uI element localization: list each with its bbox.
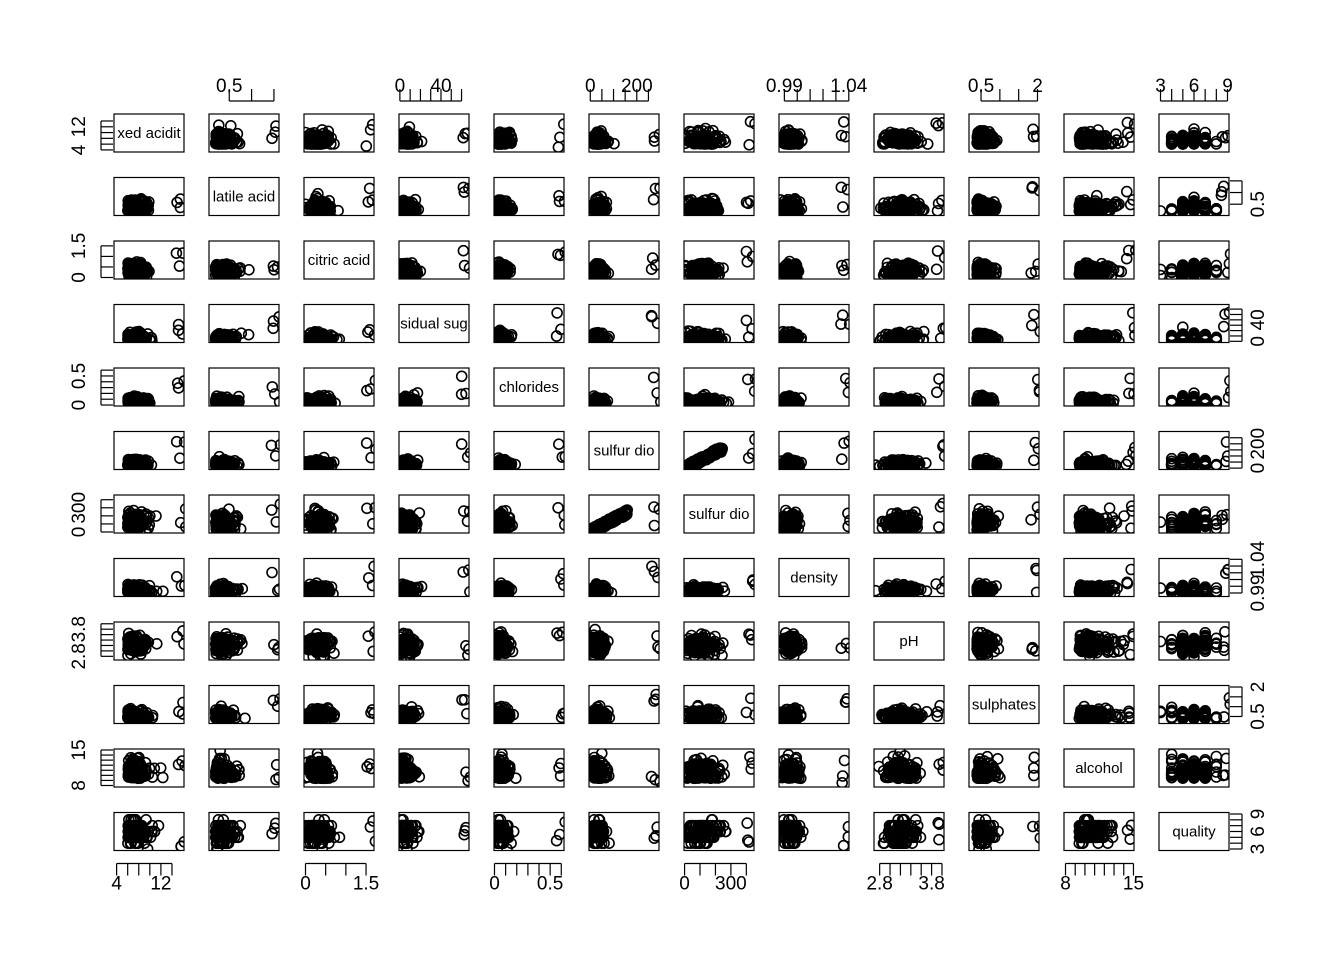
panel-0-0: xed acidit <box>114 114 184 152</box>
panel-1-7 <box>776 178 853 217</box>
panel-2-7 <box>777 241 852 283</box>
panel-1-9 <box>969 178 1045 217</box>
panel-0-9 <box>969 114 1042 152</box>
panel-0-3 <box>396 114 472 152</box>
panel-2-1 <box>209 241 283 283</box>
panel-0-1 <box>209 114 281 152</box>
panel-1-1: latile acid <box>209 178 279 216</box>
panel-2-8 <box>874 241 950 282</box>
panel-1-3 <box>396 178 474 217</box>
panel-0-7 <box>776 114 851 152</box>
panel-2-4 <box>492 241 570 283</box>
panel-2-3 <box>396 241 475 283</box>
panel-1-8 <box>874 178 947 217</box>
panel-1-11 <box>1156 178 1230 217</box>
panel-1-6 <box>681 178 756 217</box>
panel-0-8 <box>874 114 948 152</box>
panel-1-5 <box>589 178 665 217</box>
panel-1-0 <box>114 178 185 217</box>
panel-2-5 <box>589 241 661 283</box>
panel-0-11 <box>1159 114 1233 152</box>
diagonal-label: latile acid <box>213 189 276 206</box>
panel-2-0 <box>114 241 188 283</box>
diagonal-label: xed acidit <box>117 125 181 142</box>
panel-2-10 <box>1064 241 1141 283</box>
panel-0-2 <box>301 114 378 152</box>
panel-1-10 <box>1064 178 1138 217</box>
panel-0-10 <box>1064 114 1140 152</box>
panel-1-4 <box>492 178 569 217</box>
panel-1-2 <box>301 178 378 217</box>
panel-2-6 <box>681 241 758 283</box>
panel-0-4 <box>492 114 569 152</box>
panel-2-2: citric acid <box>304 241 374 279</box>
panel-0-6 <box>681 114 761 152</box>
panel-2-9 <box>969 241 1043 283</box>
panel-0-5 <box>589 114 665 152</box>
diagonal-label: citric acid <box>308 252 371 269</box>
